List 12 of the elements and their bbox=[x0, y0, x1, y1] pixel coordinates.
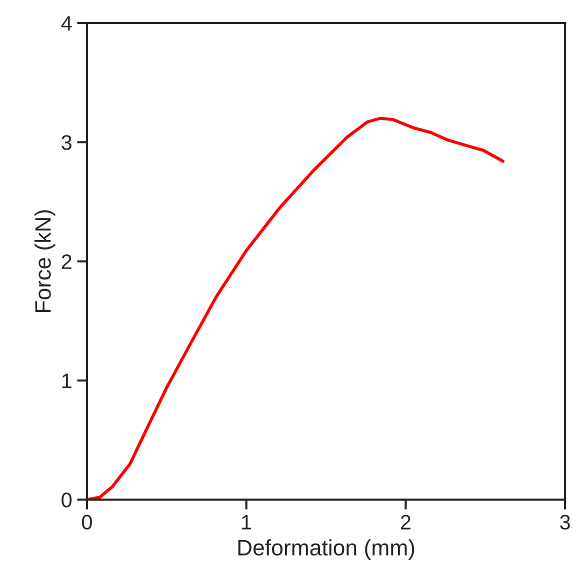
y-axis-title: Force (kN) bbox=[34, 210, 56, 312]
x-tick-label: 3 bbox=[560, 514, 570, 530]
x-axis-title: Deformation (mm) bbox=[238, 539, 414, 560]
y-tick-label: 0 bbox=[62, 492, 72, 508]
y-tick-label: 2 bbox=[62, 254, 72, 269]
y-tick-label: 3 bbox=[62, 135, 72, 150]
x-tick-label: 2 bbox=[400, 514, 410, 530]
x-tick-label: 0 bbox=[82, 514, 92, 530]
y-tick-label: 1 bbox=[62, 374, 72, 388]
x-tick-label: 1 bbox=[242, 515, 252, 530]
y-tick-label: 4 bbox=[61, 16, 72, 31]
line-series bbox=[86, 116, 504, 500]
